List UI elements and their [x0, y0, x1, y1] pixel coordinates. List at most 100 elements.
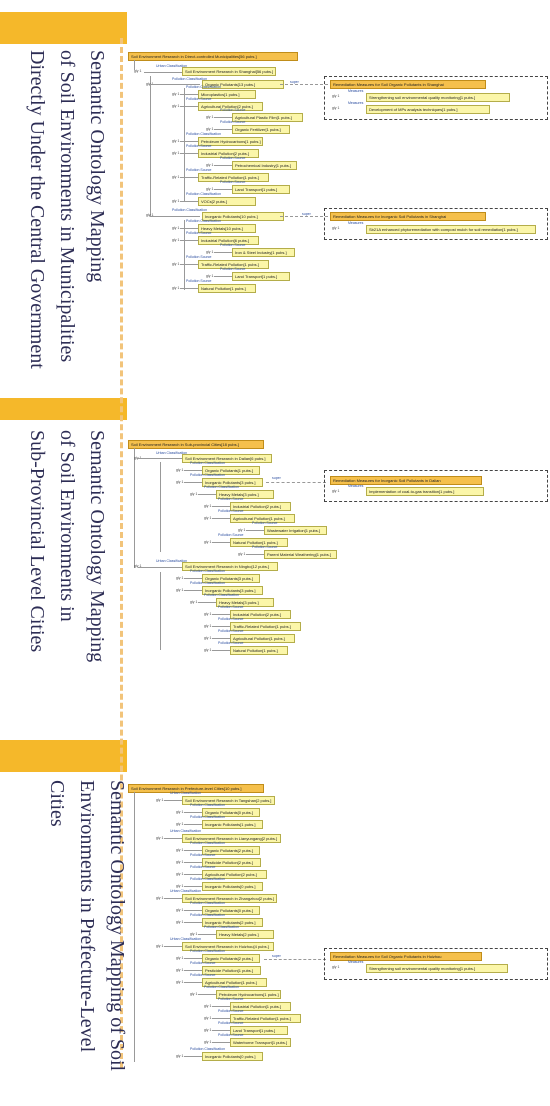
s2-city2-item-1: Organic Pollutants[3 pubs.]	[202, 574, 260, 583]
gly-label: gly 1	[172, 262, 180, 266]
s1-inorganic-source-5: Land Transport[1 pubs.]	[232, 272, 290, 281]
gly-label: gly 1	[238, 528, 246, 532]
gly-label: gly 1	[206, 127, 214, 131]
relation-label: Pollution Source	[218, 629, 244, 633]
s3-rem-head: Remediation Measures for Soil Organic Po…	[330, 952, 482, 961]
s3-city3-item-1: Organic Pollutants[0 pubs.]	[202, 906, 260, 915]
gly-label: gly 1	[204, 516, 212, 520]
s2-city1-item-5: Agricultural Pollution[1 pubs.]	[230, 514, 295, 523]
gly-label: gly 1	[172, 104, 180, 108]
s2-root-node: Soil Environment Research in Sub-provinc…	[128, 440, 264, 449]
s3-remediation-box	[324, 948, 548, 980]
relation-label: Urban Classification	[170, 937, 202, 941]
gly-label: gly 1	[190, 600, 198, 604]
section1-title: Semantic Ontology Mapping of Soil Enviro…	[26, 50, 108, 369]
relation-label: Pollution Source	[252, 521, 278, 525]
relation-label: Pollution Classification	[204, 593, 240, 597]
s2-city1-item-7: Natural Pollution[1 pubs.]	[230, 538, 288, 547]
gly-label: gly 1	[172, 175, 180, 179]
s1-organic-source-10: VOCs[2 pubs.]	[198, 197, 256, 206]
relation-label: Pollution Classification	[190, 949, 226, 953]
s3-city4-item-8: Waterborne Transport[1 pubs.]	[230, 1038, 292, 1047]
s2-city1-item-6: Wastewater Irrigation[1 pubs.]	[264, 526, 327, 535]
gly-label: gly 1	[176, 980, 184, 984]
s1-inorganic-source-2: Industrial Pollution[6 pubs.]	[198, 236, 260, 245]
gly-label: gly 1	[156, 798, 164, 802]
gly-label: gly 1	[176, 860, 184, 864]
relation-label: Pollution Source	[190, 853, 216, 857]
section2-title: Semantic Ontology Mapping of Soil Enviro…	[26, 430, 108, 663]
relation-label: Pollution Classification	[190, 473, 226, 477]
s3-city4-item-1: Organic Pollutants[2 pubs.]	[202, 954, 260, 963]
s1-rem1-head: Remediation Measures for Soil Organic Po…	[330, 80, 486, 89]
gly-label: gly 1	[172, 151, 180, 155]
relation-label: Pollution Classification	[190, 803, 226, 807]
s3-city4-item-6: Traffic-Related Pollution[1 pubs.]	[230, 1014, 301, 1023]
relation-label: Pollution Source	[218, 497, 244, 501]
s2-rem-item-1: Implementation of coal-to-gas transition…	[366, 487, 484, 496]
s1-inorganic-source-4: Traffic-Related Pollution[1 pubs.]	[198, 260, 269, 269]
s2-city1-item-1: Organic Pollutants[1 pubs.]	[202, 466, 260, 475]
s2-city2-node: Soil Environment Research in Ningbo[12 p…	[182, 562, 278, 571]
relation-label: Pollution Classification	[186, 132, 222, 136]
s3-city2-node: Soil Environment Research in Lianyungang…	[182, 834, 282, 843]
s1-city-node: Soil Environment Research in Shanghai[56…	[182, 67, 276, 76]
s1-organic-source-7: Petrochemical Industry[1 pubs.]	[232, 161, 297, 170]
s1-inorganic-source-3: Iron & Steel Industry[1 pubs.]	[232, 248, 295, 257]
gly-label: gly 1	[176, 822, 184, 826]
gly-label: gly 1	[206, 187, 214, 191]
relation-label: Pollution Source	[220, 180, 246, 184]
relation-label: Pollution Source	[218, 1033, 244, 1037]
s3-city4-node: Soil Environment Research in Huizhou[4 p…	[182, 942, 274, 951]
gly-label: gly 1	[206, 163, 214, 167]
s1-gly: gly 1	[134, 69, 142, 73]
s2-city2-item-7: Natural Pollution[1 pubs.]	[230, 646, 288, 655]
s2-city2-item-4: Industrial Pollution[2 pubs.]	[230, 610, 292, 619]
s2-rem-head: Remediation Measures for Inorganic Soil …	[330, 476, 482, 485]
s2-city1-item-4: Industrial Pollution[2 pubs.]	[230, 502, 292, 511]
gly-label: gly 1	[204, 624, 212, 628]
gly-label: gly 1	[206, 115, 214, 119]
gly-label: gly 1	[172, 238, 180, 242]
s3-city2-item-4: Inorganic Pollutants[0 pubs.]	[202, 882, 264, 891]
relation-label: Pollution Classification	[204, 485, 240, 489]
relation-label: Pollution Source	[220, 108, 246, 112]
gly-label: gly 1	[176, 908, 184, 912]
relation-label: Pollution Classification	[186, 219, 222, 223]
s3-city4-item-9: Inorganic Pollutants[0 pubs.]	[202, 1052, 264, 1061]
s1-inorganic-source-1: Heavy Metals[10 pubs.]	[198, 224, 256, 233]
section-marker-1	[0, 12, 127, 44]
relation-label: Pollution Source	[220, 120, 246, 124]
relation-label: Pollution Source	[218, 509, 244, 513]
relation-label: Pollution Classification	[204, 985, 240, 989]
s2-city2-item-2: Inorganic Pollutants[3 pubs.]	[202, 586, 264, 595]
s1-remediation-box-2	[324, 208, 548, 240]
s1-organic-source-4: Organic Fertilizer[1 pubs.]	[232, 125, 290, 134]
s1-organic-source-8: Traffic-Related Pollution[1 pubs.]	[198, 173, 269, 182]
gly-label: gly 1	[156, 944, 164, 948]
gly-label: gly 1	[204, 540, 212, 544]
gly-label: gly 1	[172, 92, 180, 96]
s2-city1-item-8: Parent Material Weathering[1 pubs.]	[264, 550, 337, 559]
gly-label: gly 1	[176, 956, 184, 960]
s3-city2-item-2: Pesticide Pollution[2 pubs.]	[202, 858, 262, 867]
relation-label: Pollution Source	[186, 231, 212, 235]
gly-label: gly 1	[190, 492, 198, 496]
s1-organic-source-5: Petroleum Hydrocarbons[1 pubs.]	[198, 137, 263, 146]
s3-rem-item-1: Strengthening soil environmental quality…	[366, 964, 508, 973]
gly-label: gly 1	[204, 648, 212, 652]
gly-label: gly 1	[176, 968, 184, 972]
gly-label: gly 1	[204, 1040, 212, 1044]
s3-city3-item-3: Heavy Metals[2 pubs.]	[216, 930, 274, 939]
section-marker-3	[0, 740, 127, 772]
dashed-divider	[120, 38, 123, 1068]
section3-tree: Soil Environment Research in Prefecture-…	[120, 0, 550, 1106]
gly-label: gly 1	[176, 480, 184, 484]
s1-inorganic-source-6: Natural Pollution[1 pubs.]	[198, 284, 256, 293]
gly-label: gly 1	[176, 920, 184, 924]
s1-rem1-item-1: Strengthening soil environmental quality…	[366, 93, 510, 102]
relation-label: Pollution Classification	[190, 461, 226, 465]
gly-label: gly 1	[176, 872, 184, 876]
s1-rem1-item-2: Development of MPs analysis techniques[1…	[366, 105, 490, 114]
relation-label: Pollution Classification	[190, 913, 226, 917]
